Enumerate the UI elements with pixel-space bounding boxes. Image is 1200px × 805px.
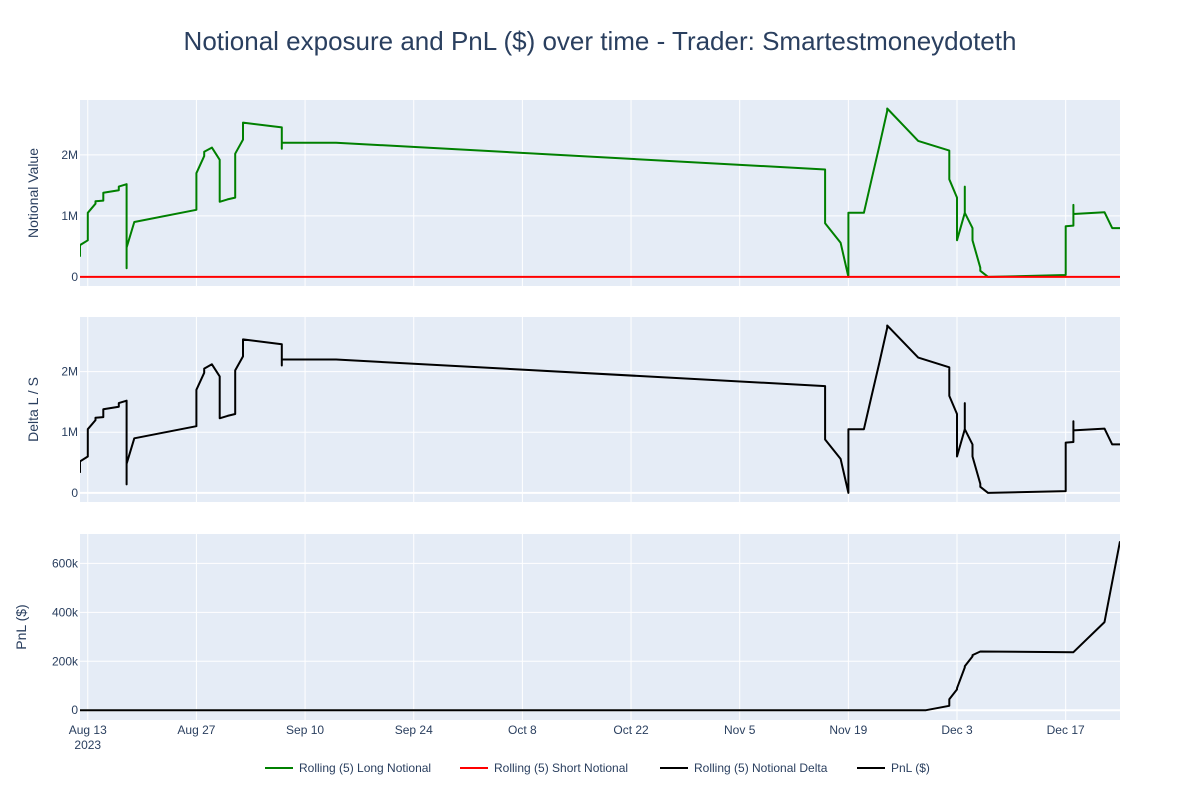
x-tick-label: Sep 24: [395, 723, 433, 737]
legend-label: PnL ($): [891, 761, 930, 775]
y-axis-title: Delta L / S: [25, 377, 41, 442]
y-tick-label: 2M: [61, 148, 78, 162]
legend-label: Rolling (5) Notional Delta: [694, 761, 828, 775]
series-line: [80, 107, 1120, 278]
plot-background: [80, 317, 1120, 502]
x-tick-label: Dec 3: [941, 723, 973, 737]
series-line: [80, 541, 1120, 712]
chart-title: Notional exposure and PnL ($) over time …: [184, 26, 1017, 56]
y-tick-label: 0: [71, 486, 78, 500]
x-tick-label: Aug 27: [177, 723, 215, 737]
panel-3: 0 200k 400k 600k PnL ($): [13, 534, 1120, 720]
x-tick-label: Nov 5: [724, 723, 756, 737]
y-tick-label: 0: [71, 703, 78, 717]
x-tick-label: Aug 13: [69, 723, 107, 737]
x-year-label: 2023: [74, 738, 101, 752]
legend: Rolling (5) Long Notional Rolling (5) Sho…: [265, 761, 930, 775]
legend-item[interactable]: Rolling (5) Short Notional: [460, 761, 628, 775]
panel-2: 0 1M 2M Delta L / S: [25, 317, 1120, 502]
y-axis-title: PnL ($): [13, 604, 29, 649]
series-line: [80, 324, 1120, 494]
x-tick-label: Oct 22: [613, 723, 649, 737]
y-tick-label: 400k: [52, 605, 79, 619]
legend-item[interactable]: Rolling (5) Notional Delta: [660, 761, 828, 775]
y-tick-label: 1M: [61, 425, 78, 439]
plot-background: [80, 100, 1120, 286]
y-tick-label: 0: [71, 270, 78, 284]
plot-background: [80, 534, 1120, 720]
legend-label: Rolling (5) Short Notional: [494, 761, 628, 775]
x-tick-label: Oct 8: [508, 723, 537, 737]
y-tick-label: 2M: [61, 365, 78, 379]
legend-item[interactable]: Rolling (5) Long Notional: [265, 761, 431, 775]
x-tick-label: Dec 17: [1047, 723, 1085, 737]
y-axis-title: Notional Value: [25, 148, 41, 238]
y-tick-label: 600k: [52, 556, 79, 570]
legend-item[interactable]: PnL ($): [857, 761, 930, 775]
panel-1: 0 1M 2M Notional Value: [25, 100, 1120, 286]
legend-label: Rolling (5) Long Notional: [299, 761, 431, 775]
x-tick-label: Sep 10: [286, 723, 324, 737]
y-tick-label: 1M: [61, 209, 78, 223]
y-tick-label: 200k: [52, 654, 79, 668]
x-tick-label: Nov 19: [829, 723, 867, 737]
